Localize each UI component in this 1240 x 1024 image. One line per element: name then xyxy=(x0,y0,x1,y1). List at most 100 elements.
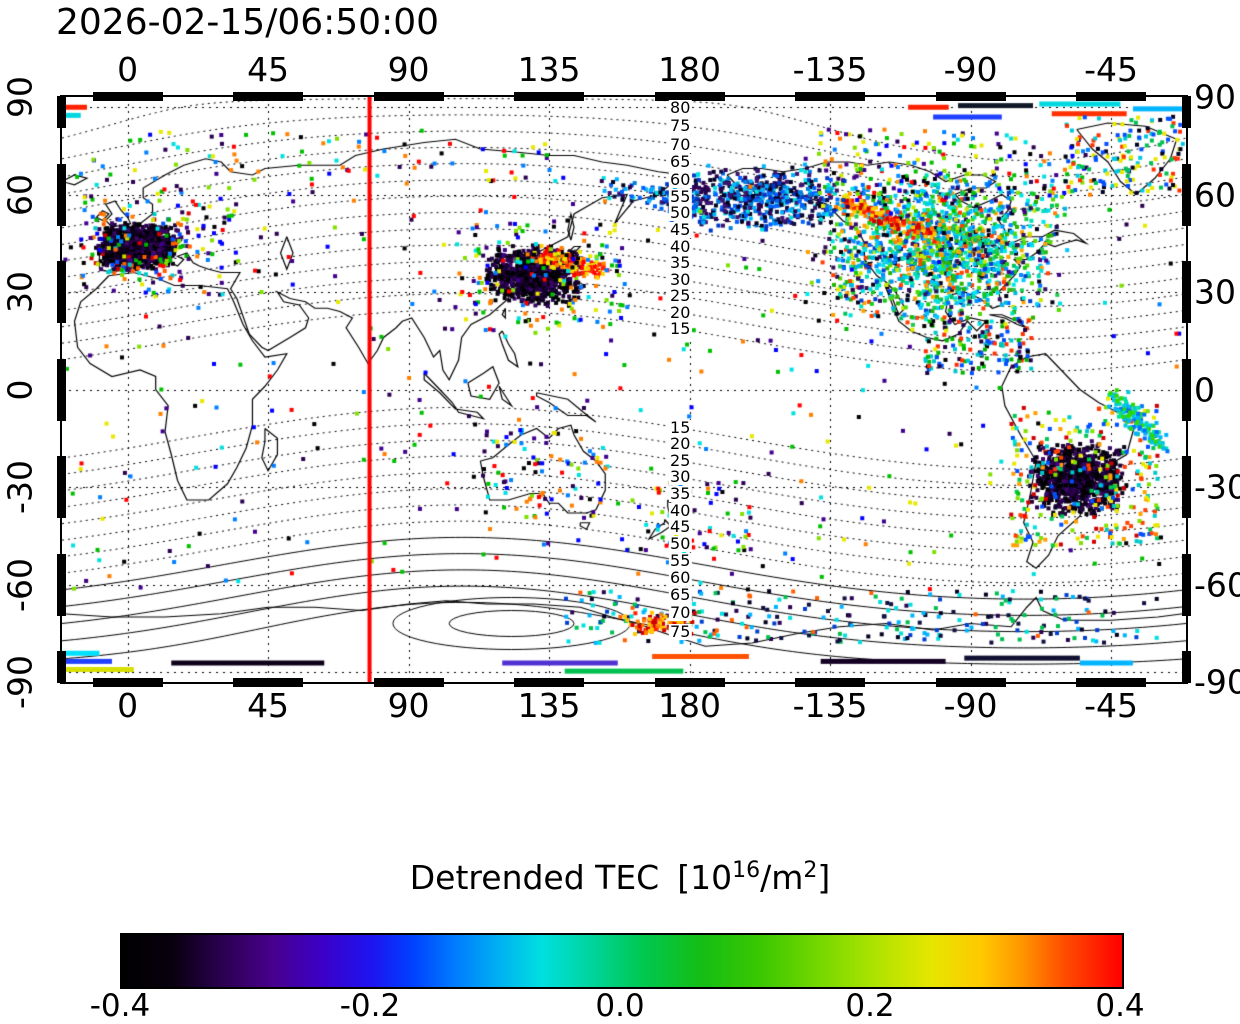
lat-tick-label-right: -30 xyxy=(1194,467,1240,507)
lat-tick-label-left: -30 xyxy=(0,460,40,514)
contour-label: 70 xyxy=(669,602,692,622)
lat-axis-tick-bar xyxy=(1182,261,1191,323)
lon-axis-tick-bar xyxy=(935,92,1006,101)
contour-label: 40 xyxy=(669,236,692,256)
colorbar-tick-label: 0.4 xyxy=(1095,988,1145,1024)
map-plot-frame xyxy=(60,95,1188,684)
lon-tick-label-bottom: 180 xyxy=(658,686,722,725)
contour-label: 65 xyxy=(669,152,692,172)
colorbar-title-text: Detrended TEC xyxy=(409,858,660,897)
lon-tick-label-top: 180 xyxy=(658,50,722,89)
lon-tick-label-bottom: -45 xyxy=(1084,686,1139,725)
contour-label: 30 xyxy=(669,269,692,289)
lon-axis-tick-bar xyxy=(1076,92,1147,101)
lon-tick-label-bottom: 0 xyxy=(117,686,139,725)
colorbar-unit-exp: 16 xyxy=(732,858,761,883)
contour-label: 35 xyxy=(669,253,692,273)
lat-tick-label-right: -90 xyxy=(1194,662,1240,702)
contour-label: 15 xyxy=(669,418,692,437)
lat-axis-tick-bar xyxy=(1182,456,1191,518)
lon-tick-label-top: 135 xyxy=(517,50,581,89)
contour-label: 30 xyxy=(669,467,692,487)
lon-tick-label-bottom: -135 xyxy=(792,686,868,725)
contour-label: 60 xyxy=(669,169,692,189)
lat-axis-tick-bar xyxy=(1182,96,1191,128)
lon-tick-label-top: 45 xyxy=(247,50,290,89)
contour-label: 50 xyxy=(669,533,692,553)
colorbar-unit-close: ] xyxy=(817,858,831,897)
lat-tick-label-left: 60 xyxy=(0,173,40,216)
colorbar-tick-label: 0.2 xyxy=(845,988,895,1024)
lon-tick-label-bottom: 45 xyxy=(247,686,290,725)
lon-tick-label-top: -45 xyxy=(1084,50,1139,89)
colorbar-tick-label: -0.4 xyxy=(89,988,151,1024)
contour-label: 45 xyxy=(669,220,692,240)
lat-tick-label-left: 90 xyxy=(0,76,40,118)
lat-tick-label-right: -60 xyxy=(1194,565,1240,604)
contour-label: 35 xyxy=(669,483,692,503)
lat-axis-tick-bar xyxy=(57,163,66,226)
lon-tick-label-top: -90 xyxy=(943,50,998,89)
tec-map-canvas xyxy=(62,97,1186,682)
contour-label: 15 xyxy=(669,319,692,339)
lat-tick-label-right: 30 xyxy=(1194,272,1236,312)
lon-axis-tick-bar xyxy=(92,678,163,687)
lat-tick-label-left: 30 xyxy=(0,271,40,313)
lon-tick-label-bottom: 135 xyxy=(517,686,581,725)
lon-axis-tick-bar xyxy=(795,678,866,687)
lat-tick-label-right: 90 xyxy=(1194,77,1236,117)
lon-axis-tick-bar xyxy=(373,678,444,687)
timestamp: 2026-02-15/06:50:00 xyxy=(56,2,440,43)
lon-tick-label-top: -135 xyxy=(792,50,868,89)
contour-label: 20 xyxy=(669,434,692,454)
lat-axis-tick-bar xyxy=(57,553,66,616)
lon-tick-label-bottom: -90 xyxy=(943,686,998,725)
colorbar-title: Detrended TEC [1016/m2] xyxy=(410,858,830,897)
contour-label: 20 xyxy=(669,302,692,322)
contour-label: 25 xyxy=(669,286,692,306)
lon-axis-tick-bar xyxy=(514,92,585,101)
lat-axis-tick-bar xyxy=(57,96,66,128)
lon-axis-tick-bar xyxy=(514,678,585,687)
lon-axis-tick-bar xyxy=(233,92,304,101)
lon-axis-tick-bar xyxy=(654,678,725,687)
lat-axis-tick-bar xyxy=(1182,651,1191,683)
lat-axis-tick-bar xyxy=(1182,163,1191,226)
contour-label: 75 xyxy=(669,621,692,641)
lat-tick-label-right: 0 xyxy=(1194,370,1215,409)
lon-axis-tick-bar xyxy=(654,92,725,101)
contour-label: 60 xyxy=(669,567,692,587)
contour-label: 45 xyxy=(669,517,692,537)
contour-label: 50 xyxy=(669,203,692,223)
colorbar-unit-open: [10 xyxy=(677,858,733,897)
contour-label: 55 xyxy=(669,186,692,206)
lon-axis-tick-bar xyxy=(1076,678,1147,687)
lon-tick-label-top: 0 xyxy=(117,50,139,89)
lon-axis-tick-bar xyxy=(92,92,163,101)
lat-axis-tick-bar xyxy=(1182,358,1191,421)
contour-label: 70 xyxy=(669,134,692,154)
contour-label: 25 xyxy=(669,450,692,470)
contour-label: 55 xyxy=(669,550,692,570)
contour-label: 65 xyxy=(669,584,692,604)
lat-tick-label-left: -90 xyxy=(0,655,40,709)
lon-axis-tick-bar xyxy=(795,92,866,101)
colorbar-tick-label: -0.2 xyxy=(339,988,401,1024)
lon-tick-label-bottom: 90 xyxy=(387,686,430,725)
lon-axis-tick-bar xyxy=(935,678,1006,687)
contour-label: 80 xyxy=(669,98,692,117)
contour-label: 40 xyxy=(669,500,692,520)
contour-label: 75 xyxy=(669,115,692,135)
lat-tick-label-right: 60 xyxy=(1194,175,1236,214)
lat-axis-tick-bar xyxy=(57,651,66,683)
colorbar xyxy=(120,933,1124,989)
lon-axis-tick-bar xyxy=(373,92,444,101)
colorbar-unit-mid: /m xyxy=(760,858,804,897)
colorbar-tick-label: 0.0 xyxy=(595,988,645,1024)
lat-axis-tick-bar xyxy=(57,456,66,518)
lat-tick-label-left: -60 xyxy=(0,557,40,612)
lat-axis-tick-bar xyxy=(57,261,66,323)
lat-axis-tick-bar xyxy=(1182,553,1191,616)
lat-tick-label-left: 0 xyxy=(0,379,40,400)
